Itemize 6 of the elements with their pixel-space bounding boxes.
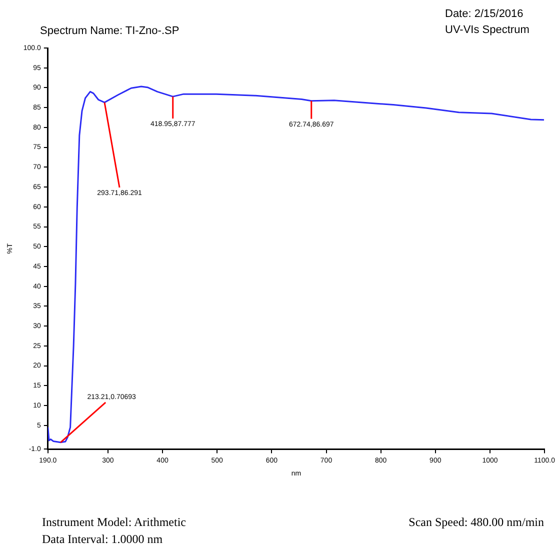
text: Data Interval: 1.0000 nm	[42, 532, 163, 547]
text: Date: 2/15/2016	[445, 8, 524, 20]
chart-title: Spectrum Name: TI-Zno-.SP	[40, 25, 180, 37]
text: UV-VIs Spectrum	[445, 24, 530, 36]
text: Scan Speed: 480.00 nm/min	[408, 515, 544, 530]
text: Instrument Model: Arithmetic	[42, 515, 186, 530]
